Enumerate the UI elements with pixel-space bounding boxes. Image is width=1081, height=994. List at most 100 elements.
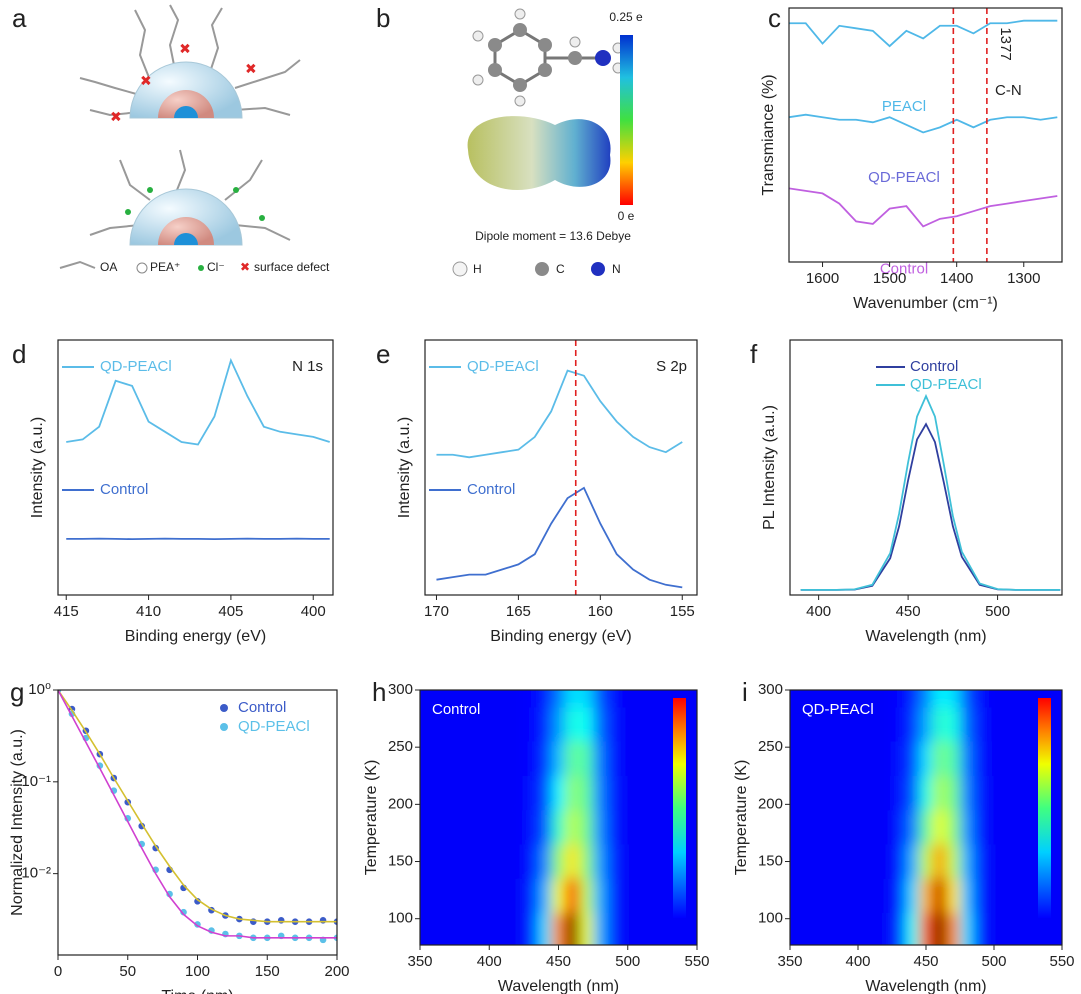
heatmap-cell xyxy=(946,844,960,879)
x-tick-label: 415 xyxy=(54,603,79,620)
heatmap-cell xyxy=(960,810,974,845)
plot-frame xyxy=(424,339,698,596)
x-tick-label: 50 xyxy=(119,963,136,980)
x-tick-label: 500 xyxy=(981,953,1006,970)
series-group xyxy=(66,357,330,541)
nanocrystal-diagram: a ✖ ✖ ✖ ✖ OA PEA⁺ Cl⁻ ✖ surface defect xyxy=(12,3,330,274)
y-axis-title: Temperature (K) xyxy=(363,760,380,876)
heatmap-cell xyxy=(973,741,988,776)
x-axis-title: Wavelength (nm) xyxy=(498,978,619,994)
x-tick-label: 350 xyxy=(777,953,802,970)
series-group xyxy=(789,19,1058,228)
heatmap-cell xyxy=(537,878,552,913)
x-axis-title: Binding energy (eV) xyxy=(125,628,266,645)
x-axis-title: Wavelength (nm) xyxy=(865,628,986,645)
heatmap-cell xyxy=(579,775,594,811)
heatmap-cell xyxy=(987,844,1001,879)
x-tick-label: 400 xyxy=(301,603,326,620)
x-tick-label: 500 xyxy=(615,953,640,970)
y-tick-label: 10⁻² xyxy=(21,865,51,882)
nitrogen-atom xyxy=(595,50,611,66)
plot-frame xyxy=(788,7,1063,263)
carbon-atoms xyxy=(488,23,582,92)
bonds xyxy=(493,28,603,87)
heatmap-cell xyxy=(537,810,552,845)
x-tick-label: 450 xyxy=(896,603,921,620)
legend-icon xyxy=(198,265,204,271)
heatmap-cell xyxy=(987,878,1001,913)
x-tick-label: 155 xyxy=(670,603,695,620)
heatmap-cell xyxy=(606,810,621,845)
legend-marker xyxy=(220,704,228,712)
plot-frame xyxy=(789,339,1063,596)
point xyxy=(319,916,327,925)
legend-label: QD-PEACl xyxy=(100,358,172,375)
nanocrystal-core xyxy=(158,90,214,118)
line xyxy=(800,393,1061,591)
molecule-diagram: b 0.25 e 0 e Dipole moment = 13.6 Debye … xyxy=(376,3,643,277)
nanocrystal-core xyxy=(158,217,214,245)
panel-label: b xyxy=(376,3,390,33)
heatmap-cell xyxy=(987,690,1001,708)
heatmap-cell xyxy=(551,741,566,776)
heatmap-cell xyxy=(878,878,892,913)
heatmap-cell xyxy=(620,775,635,811)
y-axis-title: Intensity (a.u.) xyxy=(396,417,413,518)
heatmap-cell xyxy=(537,844,552,879)
y-tick-label: 100 xyxy=(758,910,783,927)
heatmap-cell xyxy=(919,775,933,811)
x-tick-label: 400 xyxy=(477,953,502,970)
heatmap-cell xyxy=(946,878,960,913)
fit-line xyxy=(58,690,337,939)
heatmap xyxy=(510,690,635,945)
annotation: N 1s xyxy=(292,358,323,375)
line xyxy=(66,537,330,541)
legend-label: Control xyxy=(910,358,958,375)
heatmap-cell xyxy=(973,912,988,945)
heatmap-cell xyxy=(905,810,920,845)
heatmap-cell xyxy=(593,844,607,879)
legend-label: Cl⁻ xyxy=(207,260,225,274)
line xyxy=(800,422,1061,591)
heatmap-cell xyxy=(905,741,920,776)
heatmap-cell xyxy=(510,775,524,811)
heatmap-cell xyxy=(932,775,947,811)
heatmap-cell xyxy=(919,741,933,776)
y-axis-title: Transmiance (%) xyxy=(760,74,777,195)
heatmap-cell xyxy=(523,912,538,945)
legend-label: Control xyxy=(238,699,286,716)
x-tick-label: 500 xyxy=(985,603,1010,620)
heatmap-cell xyxy=(551,690,566,708)
x-tick-label: 160 xyxy=(588,603,613,620)
y-tick-label: 200 xyxy=(388,795,413,812)
heatmap-cell xyxy=(523,707,538,742)
heatmap-cell xyxy=(905,775,920,811)
y-axis-title: Intensity (a.u.) xyxy=(29,417,46,518)
heatmap-cell xyxy=(537,741,552,776)
line xyxy=(789,19,1058,48)
x-tick-label: 410 xyxy=(136,603,161,620)
heatmap-cell xyxy=(892,912,906,945)
y-axis-title: PL Intensity (a.u.) xyxy=(761,405,778,530)
heatmap-cell xyxy=(905,844,920,879)
point xyxy=(277,916,286,925)
x-tick-label: 450 xyxy=(913,953,938,970)
heatmap-cell xyxy=(620,690,635,708)
legend-label: QD-PEACl xyxy=(910,376,982,393)
heatmap-cell xyxy=(932,690,947,708)
heatmap-cell xyxy=(579,810,594,845)
x-tick-label: 350 xyxy=(407,953,432,970)
heatmap-cell xyxy=(987,912,1001,945)
heatmap-cell xyxy=(932,912,947,945)
heatmap-cell xyxy=(892,810,906,845)
x-tick-label: 450 xyxy=(546,953,571,970)
series-group xyxy=(436,369,683,589)
heatmap-cell xyxy=(510,741,524,776)
heatmap-cell xyxy=(892,844,906,879)
heatmap-cell xyxy=(973,775,988,811)
heatmap-cell xyxy=(878,775,892,811)
nanocrystal-center xyxy=(174,233,198,245)
defect-marks: ✖ ✖ ✖ ✖ xyxy=(110,41,257,125)
heatmap-cell xyxy=(565,690,580,708)
heatmap-cell xyxy=(606,844,621,879)
